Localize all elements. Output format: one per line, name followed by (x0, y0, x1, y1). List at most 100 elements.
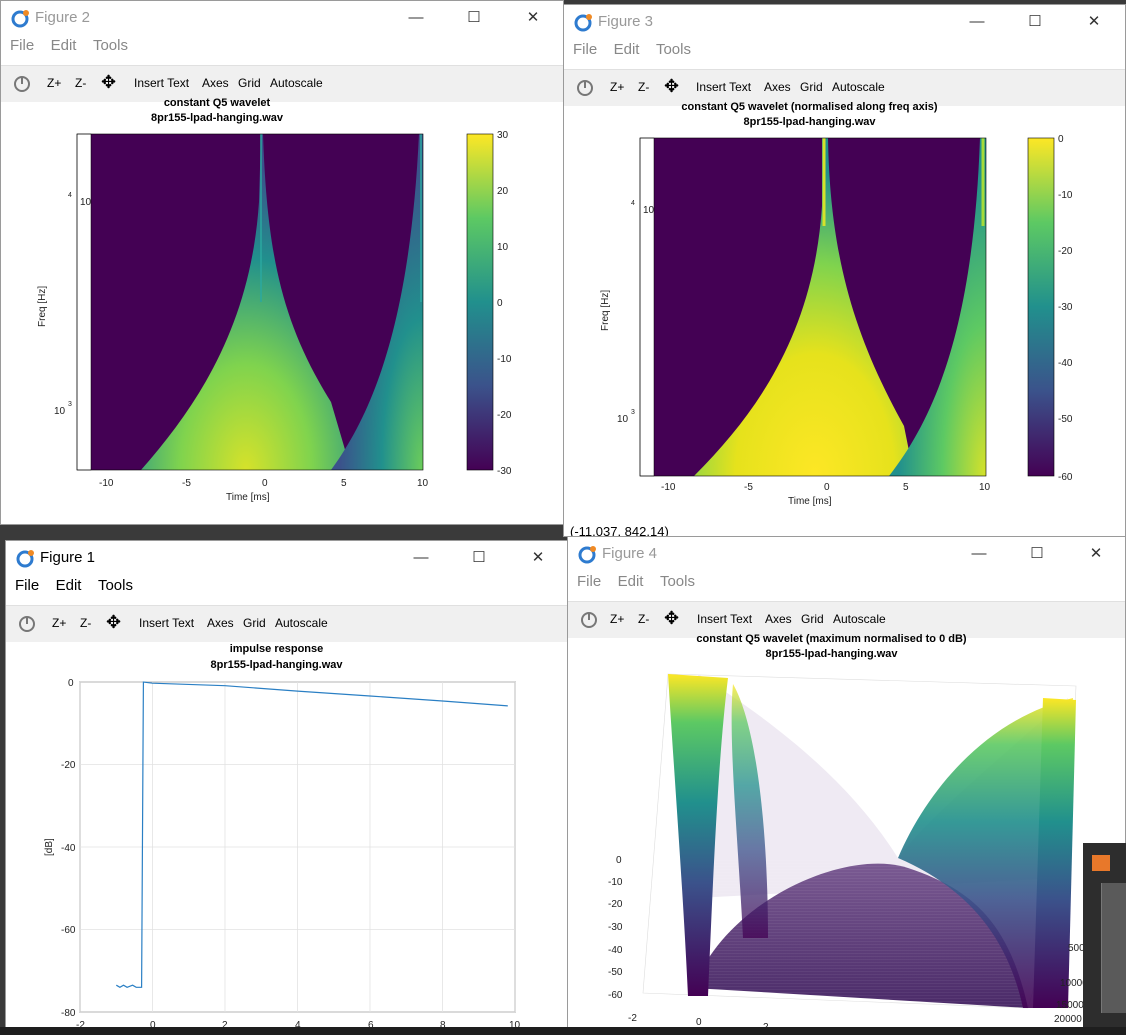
plot-area[interactable]: constant Q5 wavelet (normalised along fr… (564, 101, 1125, 537)
figure-2-window[interactable]: Figure 2 — ☐ ✕ File Edit Tools Z+ Z- ✥ I… (0, 0, 564, 525)
plot-area[interactable]: impulse response 8pr155-lpad-hanging.wav… (6, 642, 567, 1034)
plot-title-line-1: constant Q5 wavelet (maximum normalised … (696, 633, 967, 645)
zoom-in-button[interactable]: Z+ (52, 616, 67, 630)
rotate-icon[interactable] (576, 79, 594, 97)
menu-file[interactable]: File (15, 577, 40, 594)
maximize-icon[interactable]: ☐ (467, 9, 481, 26)
svg-text:-20: -20 (608, 899, 623, 910)
title-bar[interactable]: Figure 2 — ☐ ✕ (1, 1, 563, 35)
spectrogram-plot: 10 4 10 3 Freq [Hz] Time [ms] -10 -5 0 5… (600, 134, 1073, 507)
minimize-icon[interactable]: — (408, 9, 424, 26)
axes-button[interactable]: Axes (764, 80, 791, 94)
menu-file[interactable]: File (573, 41, 598, 58)
figure-toolbar: Z+ Z- ✥ Insert Text Axes Grid Autoscale (6, 605, 567, 643)
menu-bar: File Edit Tools (564, 41, 1125, 65)
svg-text:0: 0 (68, 678, 74, 689)
insert-text-button[interactable]: Insert Text (134, 76, 190, 90)
menu-edit[interactable]: Edit (50, 37, 77, 54)
minimize-icon[interactable]: — (971, 545, 987, 562)
title-bar[interactable]: Figure 1 — ☐ ✕ (6, 541, 567, 575)
colorbar-ticks: 30 20 10 0 -10 -20 -30 (497, 130, 512, 477)
close-icon[interactable]: ✕ (1089, 545, 1103, 562)
plot-area[interactable]: constant Q5 wavelet (maximum normalised … (568, 633, 1125, 1034)
menu-edit[interactable]: Edit (613, 41, 640, 58)
rotate-icon[interactable] (18, 615, 36, 633)
surface-wall-mid (731, 684, 768, 938)
menu-tools[interactable]: Tools (655, 41, 691, 58)
svg-text:0: 0 (824, 482, 830, 493)
octave-logo-icon (574, 14, 592, 32)
autoscale-button[interactable]: Autoscale (275, 616, 328, 630)
pan-icon[interactable]: ✥ (106, 612, 122, 632)
plot-title-line-1: impulse response (229, 643, 324, 655)
y-tick: 10 (54, 406, 66, 417)
surface-3d-plot: 0 -10 -20 -30 -40 -50 -60 -2 0 2 4 5000 … (608, 673, 1091, 1034)
figure-3-window[interactable]: Figure 3 — ☐ ✕ File Edit Tools Z+ Z- ✥ I… (563, 4, 1126, 537)
rotate-icon[interactable] (13, 75, 31, 93)
menu-file[interactable]: File (10, 37, 35, 54)
svg-text:-5: -5 (744, 482, 753, 493)
background-app-window[interactable] (1083, 843, 1126, 1028)
close-icon[interactable]: ✕ (531, 549, 545, 566)
autoscale-button[interactable]: Autoscale (832, 80, 885, 94)
pan-icon[interactable]: ✥ (101, 72, 117, 92)
autoscale-button[interactable]: Autoscale (833, 612, 886, 626)
plot-area[interactable]: constant Q5 wavelet 8pr155-lpad-hanging.… (1, 97, 563, 524)
colorbar (466, 133, 494, 471)
grid-button[interactable]: Grid (238, 76, 261, 90)
grid-button[interactable]: Grid (243, 616, 266, 630)
pan-icon[interactable]: ✥ (664, 76, 680, 96)
axes-button[interactable]: Axes (207, 616, 234, 630)
y-axis-label: Freq [Hz] (37, 286, 48, 327)
colorbar-ticks: 0 -10 -20 -30 -40 -50 -60 (1058, 134, 1073, 483)
svg-text:10: 10 (417, 478, 429, 489)
svg-text:-10: -10 (1058, 190, 1073, 201)
grid-lines (79, 681, 516, 1013)
close-icon[interactable]: ✕ (1087, 13, 1101, 30)
maximize-icon[interactable]: ☐ (1030, 545, 1044, 562)
menu-tools[interactable]: Tools (97, 577, 133, 594)
zoom-out-button[interactable]: Z- (638, 80, 650, 94)
figure-1-window[interactable]: Figure 1 — ☐ ✕ File Edit Tools Z+ Z- ✥ I… (5, 540, 568, 1035)
grid-button[interactable]: Grid (801, 612, 824, 626)
maximize-icon[interactable]: ☐ (472, 549, 486, 566)
title-bar[interactable]: Figure 4 — ☐ ✕ (568, 537, 1125, 571)
menu-edit[interactable]: Edit (55, 577, 82, 594)
figure-4-window[interactable]: Figure 4 — ☐ ✕ File Edit Tools Z+ Z- ✥ I… (567, 536, 1126, 1035)
rotate-icon[interactable] (580, 611, 598, 629)
insert-text-button[interactable]: Insert Text (139, 616, 195, 630)
menu-tools[interactable]: Tools (92, 37, 128, 54)
minimize-icon[interactable]: — (413, 549, 429, 566)
menu-edit[interactable]: Edit (617, 573, 644, 590)
svg-text:-20: -20 (1058, 246, 1073, 257)
svg-text:-5: -5 (182, 478, 191, 489)
cursor-coordinates: (-11.037, 842.14) (570, 524, 669, 537)
zoom-in-button[interactable]: Z+ (610, 612, 625, 626)
maximize-icon[interactable]: ☐ (1028, 13, 1042, 30)
menu-tools[interactable]: Tools (659, 573, 695, 590)
zoom-out-button[interactable]: Z- (638, 612, 650, 626)
svg-text:-30: -30 (497, 466, 512, 477)
zoom-out-button[interactable]: Z- (75, 76, 87, 90)
axes-button[interactable]: Axes (202, 76, 229, 90)
title-bar[interactable]: Figure 3 — ☐ ✕ (564, 5, 1125, 39)
zoom-in-button[interactable]: Z+ (610, 80, 625, 94)
insert-text-button[interactable]: Insert Text (696, 80, 752, 94)
pan-icon[interactable]: ✥ (664, 608, 680, 628)
insert-text-button[interactable]: Insert Text (697, 612, 753, 626)
zoom-out-button[interactable]: Z- (80, 616, 92, 630)
svg-text:20: 20 (497, 186, 509, 197)
axes-button[interactable]: Axes (765, 612, 792, 626)
close-icon[interactable]: ✕ (526, 9, 540, 26)
menu-file[interactable]: File (577, 573, 602, 590)
minimize-icon[interactable]: — (969, 13, 985, 30)
x-axis-label: Time [ms] (788, 496, 832, 507)
octave-logo-icon (16, 550, 34, 568)
grid-button[interactable]: Grid (800, 80, 823, 94)
svg-text:0: 0 (497, 298, 503, 309)
svg-text:-50: -50 (1058, 414, 1073, 425)
autoscale-button[interactable]: Autoscale (270, 76, 323, 90)
plot-title-line-2: 8pr155-lpad-hanging.wav (210, 659, 343, 671)
svg-text:4: 4 (68, 192, 72, 199)
zoom-in-button[interactable]: Z+ (47, 76, 62, 90)
